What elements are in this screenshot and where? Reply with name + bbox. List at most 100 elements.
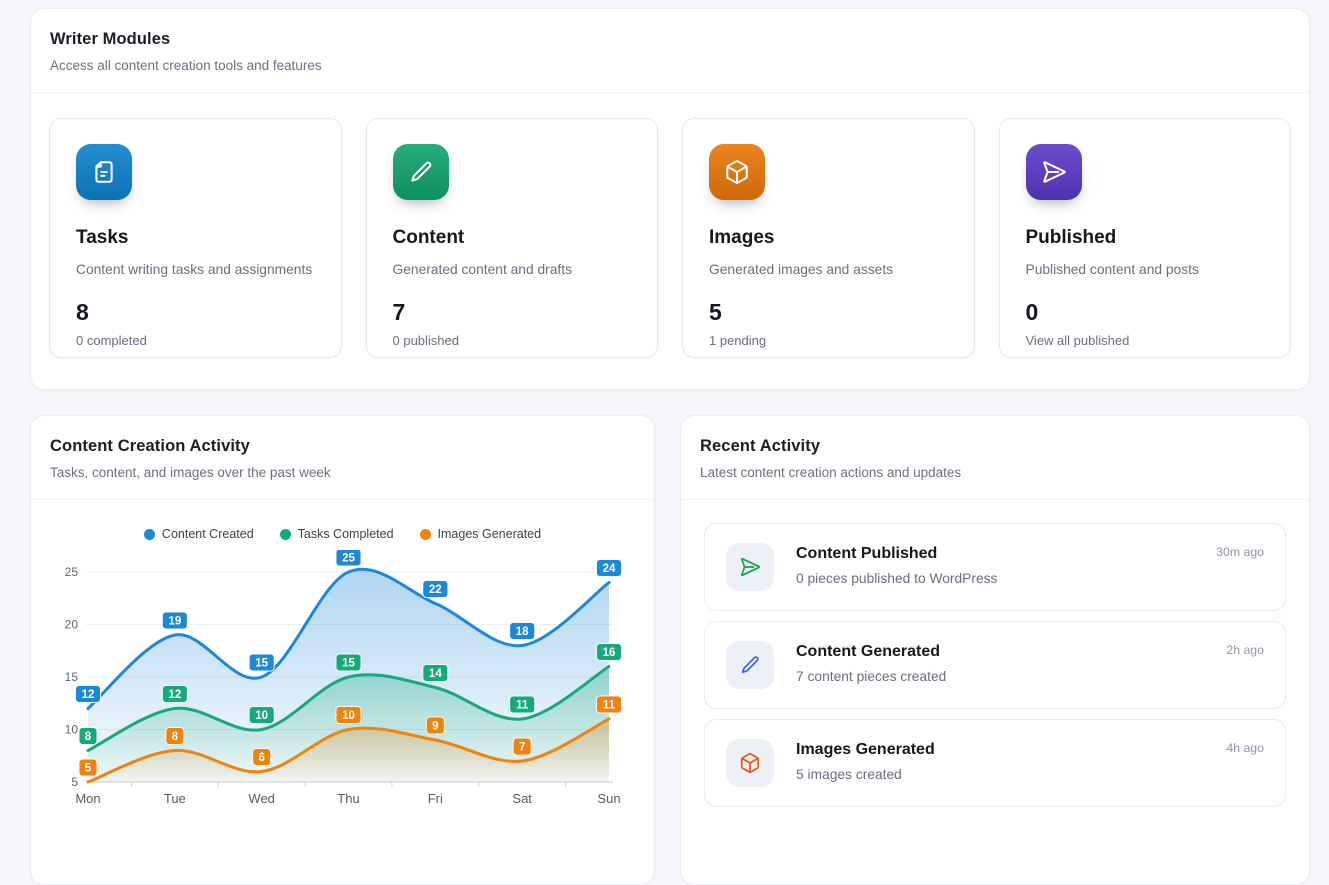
content-tile (392, 144, 449, 200)
activity-body: Content Generated 7 content pieces creat… (796, 641, 946, 684)
svg-text:7: 7 (519, 742, 525, 754)
activity-item-images-generated: Images Generated 5 images created 4h ago (704, 719, 1286, 807)
svg-text:24: 24 (603, 563, 616, 575)
module-cards-row: Tasks Content writing tasks and assignme… (31, 93, 1309, 383)
svg-text:10: 10 (342, 710, 355, 722)
module-sub-label: 0 published (392, 333, 460, 348)
activity-item-content-generated: Content Generated 7 content pieces creat… (704, 621, 1286, 709)
svg-text:Tue: Tue (164, 791, 186, 806)
svg-text:12: 12 (168, 689, 181, 701)
legend-dot (279, 528, 291, 540)
svg-text:10: 10 (65, 723, 79, 737)
activity-timestamp: 4h ago (1226, 741, 1264, 755)
page-title: Writer Modules (50, 30, 171, 48)
legend-item-images-generated[interactable]: Images Generated (419, 527, 542, 541)
svg-text:Fri: Fri (428, 791, 443, 806)
svg-text:20: 20 (65, 618, 79, 632)
module-card-tasks[interactable]: Tasks Content writing tasks and assignme… (49, 118, 342, 358)
svg-text:22: 22 (429, 584, 442, 596)
chart-title: Content Creation Activity (50, 437, 250, 455)
svg-text:9: 9 (432, 721, 438, 733)
svg-text:Thu: Thu (337, 791, 359, 806)
svg-text:18: 18 (516, 626, 529, 638)
activity-item-content-published: Content Published 0 pieces published to … (704, 523, 1286, 611)
module-count: 8 (76, 299, 89, 325)
module-count: 7 (392, 299, 406, 325)
activity-list: Content Published 0 pieces published to … (681, 500, 1309, 840)
activity-icon-wrap (726, 641, 774, 689)
legend-label: Images Generated (437, 527, 542, 541)
svg-text:5: 5 (85, 763, 92, 775)
module-count: 5 (709, 299, 722, 325)
pencil-icon (410, 161, 431, 182)
activity-body: Content Published 0 pieces published to … (796, 543, 997, 586)
images-tile (709, 144, 765, 200)
svg-text:Sun: Sun (597, 791, 620, 806)
svg-text:Sat: Sat (512, 791, 532, 806)
page-subtitle: Access all content creation tools and fe… (50, 58, 322, 73)
module-description: Content writing tasks and assignments (76, 262, 313, 277)
svg-text:5: 5 (71, 775, 78, 789)
chart-header: Content Creation Activity Tasks, content… (31, 416, 654, 500)
recent-activity-title: Recent Activity (700, 437, 821, 455)
svg-text:11: 11 (516, 700, 529, 712)
pencil-icon (741, 656, 759, 674)
module-card-images[interactable]: Images Generated images and assets 5 1 p… (682, 118, 975, 358)
legend-item-tasks-completed[interactable]: Tasks Completed (279, 527, 394, 541)
legend-label: Tasks Completed (297, 527, 394, 541)
module-title: Images (709, 227, 775, 248)
tasks-tile (76, 144, 132, 200)
legend-dot (143, 528, 155, 540)
activity-title: Content Generated (796, 643, 941, 660)
writer-modules-header: Writer Modules Access all content creati… (31, 9, 1309, 93)
svg-text:10: 10 (255, 710, 268, 722)
recent-activity-panel: Recent Activity Latest content creation … (680, 415, 1310, 885)
svg-text:25: 25 (342, 553, 355, 565)
module-sub-label[interactable]: View all published (1025, 333, 1130, 348)
chart-subtitle: Tasks, content, and images over the past… (50, 465, 331, 480)
module-description: Generated content and drafts (392, 262, 572, 277)
svg-text:8: 8 (172, 731, 179, 743)
activity-body: Images Generated 5 images created (796, 739, 935, 782)
send-icon (740, 557, 761, 577)
box-icon (740, 752, 760, 774)
module-description: Published content and posts (1025, 262, 1199, 277)
file-text-icon (95, 161, 113, 183)
svg-text:16: 16 (603, 647, 616, 659)
activity-description: 0 pieces published to WordPress (796, 571, 998, 586)
activity-description: 5 images created (796, 767, 902, 782)
legend-label: Content Created (161, 527, 254, 541)
svg-text:15: 15 (255, 658, 268, 670)
module-card-content[interactable]: Content Generated content and drafts 7 0… (365, 118, 658, 358)
legend-item-content-created[interactable]: Content Created (143, 527, 254, 541)
recent-activity-subtitle: Latest content creation actions and upda… (700, 465, 962, 480)
svg-text:Mon: Mon (75, 791, 100, 806)
published-tile (1025, 144, 1082, 200)
svg-text:8: 8 (85, 731, 92, 743)
content-creation-activity-panel: Content Creation Activity Tasks, content… (30, 415, 655, 885)
activity-timestamp: 30m ago (1216, 545, 1264, 559)
activity-timestamp: 2h ago (1226, 643, 1264, 657)
svg-text:6: 6 (258, 752, 264, 764)
activity-title: Images Generated (796, 741, 935, 758)
module-count: 0 (1025, 299, 1039, 325)
recent-activity-header: Recent Activity Latest content creation … (681, 416, 1309, 500)
svg-text:15: 15 (65, 670, 79, 684)
module-title: Tasks (76, 227, 129, 248)
activity-title: Content Published (796, 545, 938, 562)
svg-text:19: 19 (168, 616, 181, 628)
legend-dot (419, 528, 431, 540)
module-sub-label: 1 pending (709, 333, 767, 348)
activity-icon-wrap (726, 543, 774, 591)
module-title: Published (1025, 227, 1117, 248)
module-card-published[interactable]: Published Published content and posts 0 … (998, 118, 1291, 358)
module-title: Content (392, 227, 465, 248)
activity-description: 7 content pieces created (796, 669, 947, 684)
svg-text:12: 12 (82, 689, 95, 701)
svg-text:14: 14 (429, 668, 442, 680)
send-icon (1042, 161, 1066, 183)
module-description: Generated images and assets (709, 262, 894, 277)
svg-text:25: 25 (65, 565, 79, 579)
activity-line-chart: 5 10 15 20 25 Mon Tue Wed Thu Fri Sat Sun 12 19 15 25 22… (65, 550, 622, 806)
svg-text:Wed: Wed (248, 791, 275, 806)
